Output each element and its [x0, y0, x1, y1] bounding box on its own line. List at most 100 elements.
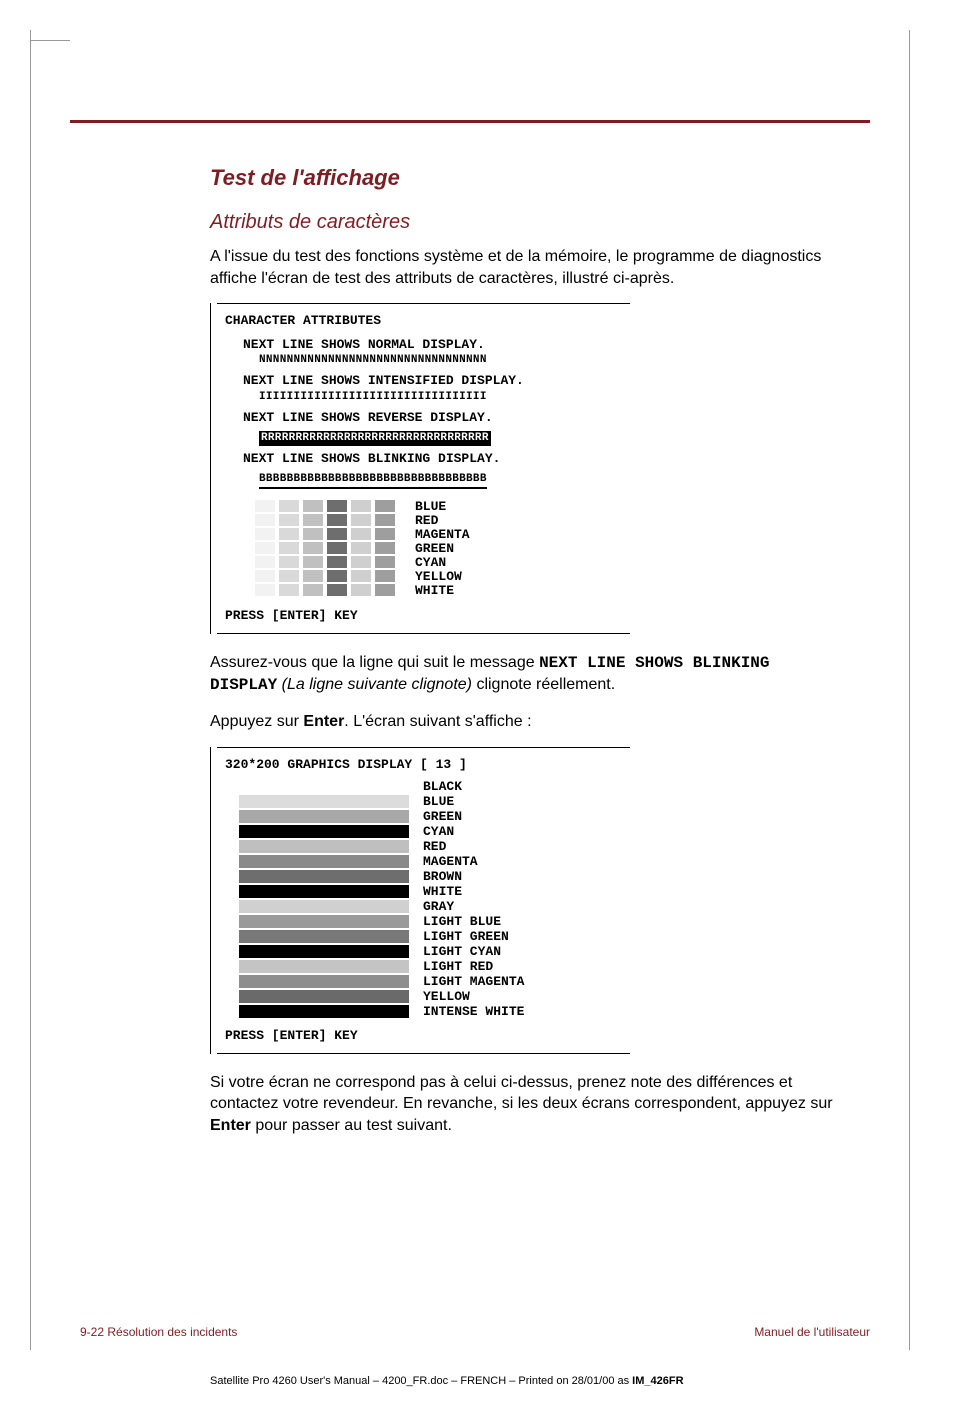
screen2-title: 320*200 GRAPHICS DISPLAY [ 13 ] — [225, 756, 620, 774]
para3-text-c: . L'écran suivant s'affiche : — [344, 713, 531, 730]
intro-paragraph: A l'issue du test des fonctions système … — [210, 246, 840, 289]
para4-enter: Enter — [210, 1117, 251, 1134]
screen1-reverse-strip-wrap: RRRRRRRRRRRRRRRRRRRRRRRRRRRRRRRRR — [259, 428, 620, 446]
color-bar — [279, 528, 299, 540]
screen1-line2: NEXT LINE SHOWS INTENSIFIED DISPLAY. — [243, 372, 620, 390]
color-bar — [375, 528, 395, 540]
imprint-text-a: Satellite Pro 4260 User's Manual – 4200_… — [210, 1375, 632, 1387]
color-bar — [303, 514, 323, 526]
paragraph-4: Si votre écran ne correspond pas à celui… — [210, 1072, 840, 1137]
content-area: Test de l'affichage Attributs de caractè… — [210, 165, 840, 1151]
color-bar — [327, 542, 347, 554]
screen1-normal-strip: NNNNNNNNNNNNNNNNNNNNNNNNNNNNNNNNN — [259, 353, 620, 368]
color-bar — [375, 570, 395, 582]
para2-text-c: clignote réellement. — [472, 676, 615, 693]
color-bar — [351, 528, 371, 540]
color-bar — [303, 570, 323, 582]
color-bar — [279, 584, 299, 596]
color-swatch — [239, 795, 409, 808]
color-bar — [255, 542, 275, 554]
screen1-press: PRESS [ENTER] KEY — [225, 607, 620, 625]
color-bar — [279, 542, 299, 554]
color-swatch — [239, 870, 409, 883]
color-swatch — [239, 1005, 409, 1018]
para4-text-a: Si votre écran ne correspond pas à celui… — [210, 1074, 833, 1113]
color-bar — [327, 584, 347, 596]
para3-text-a: Appuyez sur — [210, 713, 303, 730]
color-bar — [255, 556, 275, 568]
color-bar — [375, 584, 395, 596]
paragraph-2: Assurez-vous que la ligne qui suit le me… — [210, 652, 840, 697]
color-bar — [327, 528, 347, 540]
swatch-label: INTENSE WHITE — [423, 1003, 524, 1021]
para2-text-b: (La ligne suivante clignote) — [277, 676, 472, 693]
screen1-blinking-strip-wrap: BBBBBBBBBBBBBBBBBBBBBBBBBBBBBBBBB — [259, 469, 620, 489]
screen1-box: CHARACTER ATTRIBUTES NEXT LINE SHOWS NOR… — [210, 303, 630, 634]
color-bar — [303, 556, 323, 568]
screen1-line3: NEXT LINE SHOWS REVERSE DISPLAY. — [243, 409, 620, 427]
color-bar — [375, 514, 395, 526]
heading-2: Test de l'affichage — [210, 165, 840, 191]
imprint-line: Satellite Pro 4260 User's Manual – 4200_… — [210, 1375, 684, 1387]
color-bar — [279, 556, 299, 568]
crop-mark — [30, 40, 70, 41]
color-swatch — [239, 945, 409, 958]
color-bar — [375, 556, 395, 568]
color-bar — [351, 500, 371, 512]
color-swatch — [239, 780, 409, 793]
color-bar — [327, 500, 347, 512]
color-bar — [375, 500, 395, 512]
color-swatch — [239, 840, 409, 853]
color-bar — [375, 542, 395, 554]
header-rule — [70, 120, 870, 123]
screen2-box: 320*200 GRAPHICS DISPLAY [ 13 ] BLACKBLU… — [210, 747, 630, 1054]
imprint-text-b: IM_426FR — [632, 1375, 683, 1387]
color-bar — [279, 570, 299, 582]
color-bar — [303, 584, 323, 596]
color-bar — [279, 514, 299, 526]
color-swatch — [239, 825, 409, 838]
footer-left: 9-22 Résolution des incidents — [80, 1325, 237, 1339]
color-bar — [351, 542, 371, 554]
color-bar — [255, 584, 275, 596]
color-swatch — [239, 810, 409, 823]
swatch-row: INTENSE WHITE — [239, 1004, 620, 1019]
color-label: WHITE — [415, 582, 454, 600]
color-swatch — [239, 915, 409, 928]
color-bar — [351, 556, 371, 568]
color-bar — [327, 514, 347, 526]
screen1-title: CHARACTER ATTRIBUTES — [225, 312, 620, 330]
color-bar — [255, 528, 275, 540]
color-bar — [351, 570, 371, 582]
color-swatch — [239, 975, 409, 988]
screen1-reverse-strip: RRRRRRRRRRRRRRRRRRRRRRRRRRRRRRRRR — [259, 431, 491, 446]
color-swatch — [239, 990, 409, 1003]
para4-text-b: pour passer au test suivant. — [251, 1117, 452, 1134]
screen1-intensified-strip: IIIIIIIIIIIIIIIIIIIIIIIIIIIIIIIII — [259, 390, 620, 405]
color-bar — [279, 500, 299, 512]
screen1-line1: NEXT LINE SHOWS NORMAL DISPLAY. — [243, 336, 620, 354]
screen2-press: PRESS [ENTER] KEY — [225, 1027, 620, 1045]
color-bar — [255, 500, 275, 512]
paragraph-3: Appuyez sur Enter. L'écran suivant s'aff… — [210, 711, 840, 733]
color-row: WHITE — [255, 583, 620, 597]
color-bar — [327, 570, 347, 582]
screen2-color-block: BLACKBLUEGREENCYANREDMAGENTABROWNWHITEGR… — [239, 779, 620, 1019]
color-bar — [303, 528, 323, 540]
color-swatch — [239, 960, 409, 973]
color-bar — [303, 542, 323, 554]
para2-text-a: Assurez-vous que la ligne qui suit le me… — [210, 654, 539, 671]
para3-enter: Enter — [303, 713, 344, 730]
color-swatch — [239, 930, 409, 943]
screen1-blinking-strip: BBBBBBBBBBBBBBBBBBBBBBBBBBBBBBBBB — [259, 472, 487, 489]
color-bar — [303, 500, 323, 512]
heading-3: Attributs de caractères — [210, 211, 840, 234]
screen1-line4: NEXT LINE SHOWS BLINKING DISPLAY. — [243, 450, 620, 468]
color-swatch — [239, 900, 409, 913]
color-bar — [255, 514, 275, 526]
color-bar — [255, 570, 275, 582]
color-bar — [351, 514, 371, 526]
color-swatch — [239, 885, 409, 898]
color-bar — [351, 584, 371, 596]
page-footer: 9-22 Résolution des incidents Manuel de … — [80, 1325, 870, 1339]
